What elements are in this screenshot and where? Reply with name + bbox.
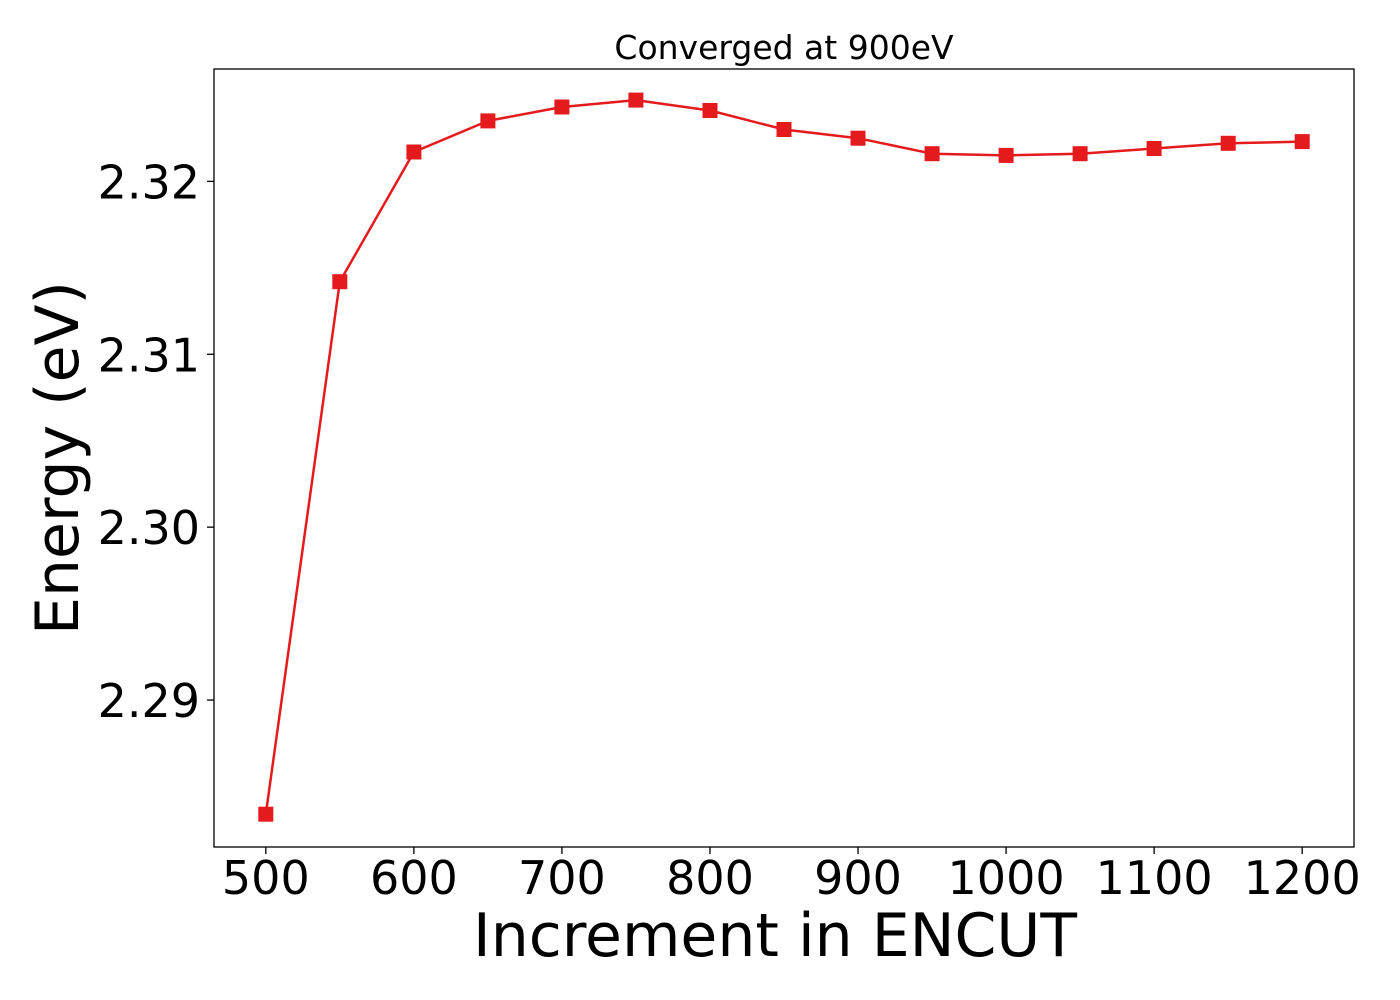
y-axis: 2.29 2.30 2.31 2.32 [98,155,214,728]
x-tick-label: 1100 [1096,851,1213,905]
y-tick-label: 2.30 [98,501,200,555]
x-tick-label: 1200 [1244,851,1361,905]
data-point-marker [776,122,792,137]
x-tick-label: 900 [814,851,902,905]
chart-title: Converged at 900eV [614,28,954,67]
data-point-marker [998,147,1014,163]
y-tick-label: 2.32 [98,155,200,209]
x-axis-label: Increment in ENCUT [473,901,1077,971]
x-tick-label: 500 [222,851,310,905]
data-point-marker [850,130,866,146]
data-point-marker [1220,135,1236,151]
x-tick-label: 800 [666,851,754,905]
data-point-marker [702,103,718,118]
y-tick-label: 2.31 [98,328,200,382]
data-point-marker [258,806,274,822]
data-point-marker [628,92,644,108]
data-point-marker [1294,134,1310,150]
data-point-marker [924,146,940,162]
data-point-marker [1072,146,1088,162]
data-point-marker [1146,141,1162,156]
x-axis: 500 600 700 800 900 1000 1100 1200 [222,847,1361,905]
y-axis-label: Energy (eV) [23,281,93,635]
y-tick-label: 2.29 [98,674,200,728]
plot-area [213,68,1355,848]
data-point-marker [480,113,496,129]
data-point-marker [554,99,570,115]
x-tick-label: 600 [370,851,458,905]
data-series [258,92,1310,822]
data-point-marker [406,144,422,160]
x-tick-label: 1000 [948,851,1065,905]
data-point-marker [332,274,348,290]
x-tick-label: 700 [518,851,606,905]
